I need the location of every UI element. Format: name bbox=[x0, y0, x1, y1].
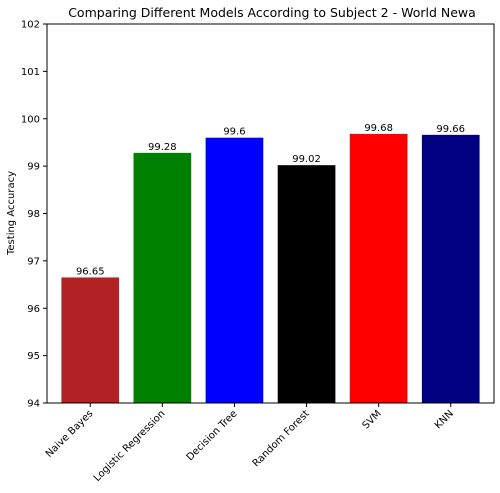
data-label: 96.65 bbox=[76, 266, 105, 277]
x-tick-label: Logistic Regression bbox=[92, 408, 168, 484]
y-tick-label: 94 bbox=[27, 399, 40, 410]
chart-title: Comparing Different Models According to … bbox=[68, 5, 476, 20]
x-tick-label: SVM bbox=[361, 408, 384, 431]
y-tick-label: 97 bbox=[27, 256, 40, 267]
bar-2 bbox=[206, 138, 264, 403]
bar-4 bbox=[350, 134, 408, 403]
x-tick-label: Decision Tree bbox=[185, 408, 240, 463]
x-tick-label: KNN bbox=[433, 408, 456, 431]
x-tick-label: Random Forest bbox=[251, 408, 312, 469]
y-tick-label: 96 bbox=[27, 304, 40, 315]
data-label: 99.6 bbox=[223, 127, 245, 138]
x-tick-label: Naive Bayes bbox=[44, 408, 96, 460]
y-tick-label: 101 bbox=[21, 67, 40, 78]
bar-3 bbox=[278, 165, 336, 403]
y-axis: 94 95 96 97 98 99 100 101 102 bbox=[21, 20, 47, 410]
y-tick-label: 95 bbox=[27, 351, 40, 362]
bar-5 bbox=[422, 135, 480, 403]
data-label: 99.02 bbox=[292, 154, 321, 165]
data-label: 99.28 bbox=[148, 142, 177, 153]
y-tick-label: 100 bbox=[21, 114, 40, 125]
data-label: 99.68 bbox=[364, 123, 393, 134]
bars: 96.65 99.28 99.6 99.02 99.68 99.66 bbox=[61, 123, 479, 403]
y-tick-label: 102 bbox=[21, 20, 40, 31]
y-tick-label: 98 bbox=[27, 209, 40, 220]
bar-0 bbox=[61, 277, 119, 403]
data-label: 99.66 bbox=[436, 124, 465, 135]
y-axis-label: Testing Accuracy bbox=[6, 171, 17, 256]
y-tick-label: 99 bbox=[27, 162, 40, 173]
bar-1 bbox=[134, 153, 192, 403]
